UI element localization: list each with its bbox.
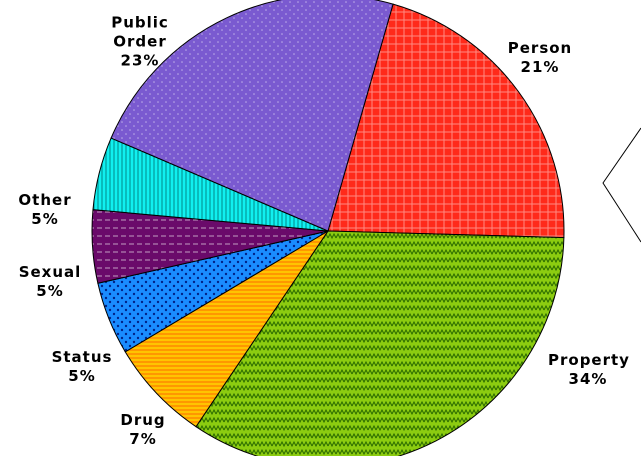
slice-label: Property 34% — [548, 351, 630, 389]
slice-label: Person 21% — [508, 39, 572, 77]
slice-value: 34% — [568, 370, 608, 388]
pie-slice — [110, 0, 394, 232]
slice-label: Drug 7% — [120, 411, 165, 449]
slice-label: Public Order 23% — [100, 14, 180, 71]
slice-name: Property — [548, 351, 630, 369]
slice-name: Drug — [120, 411, 166, 429]
callout-shape — [602, 127, 641, 243]
slice-label: Other 5% — [18, 191, 71, 229]
slice-value: 5% — [68, 367, 96, 385]
slice-name: Sexual — [18, 263, 82, 281]
slice-name: Public Order — [111, 13, 169, 51]
slice-value: 5% — [36, 282, 64, 300]
slice-name: Status — [51, 348, 113, 366]
pie-slice — [327, 3, 565, 239]
slice-value: 21% — [520, 58, 560, 76]
slice-value: 5% — [31, 210, 59, 228]
slice-label: Status 5% — [52, 348, 113, 386]
pie-slice — [124, 230, 329, 428]
slice-name: Person — [507, 39, 573, 57]
slice-label: Sexual 5% — [19, 263, 82, 301]
slice-value: 7% — [129, 430, 157, 448]
slice-value: 23% — [120, 51, 160, 70]
slice-name: Other — [18, 191, 72, 209]
